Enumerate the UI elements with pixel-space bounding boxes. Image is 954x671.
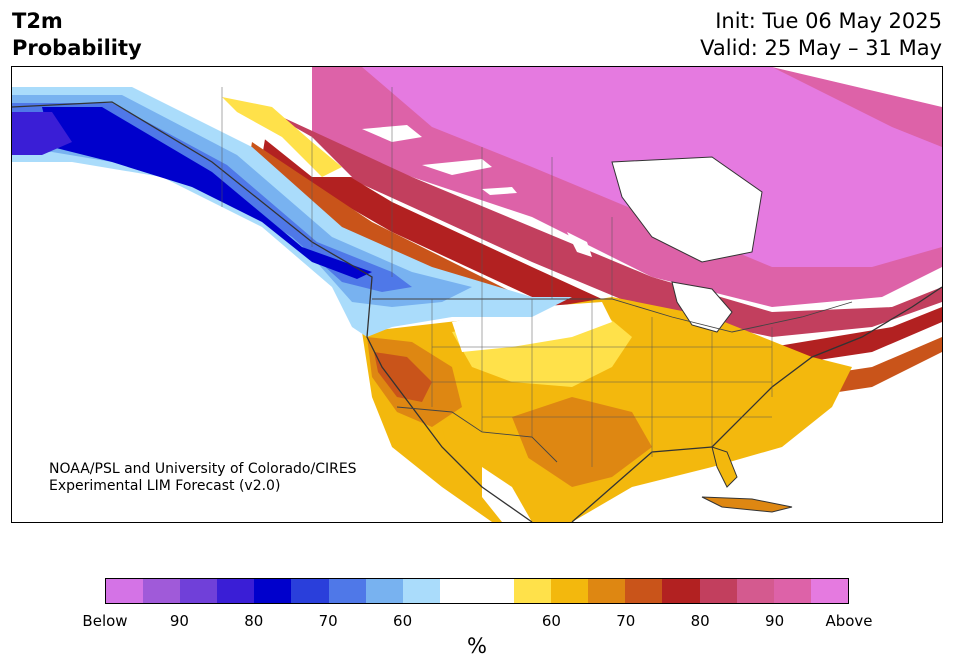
colorbar-tick-label: 70 <box>318 612 338 630</box>
region-southwest-dark <box>374 352 432 402</box>
colorbar-swatch <box>402 579 440 603</box>
region-alaska-purple <box>12 112 72 155</box>
title-type: Probability <box>12 36 142 60</box>
region-mexico-white <box>482 467 532 522</box>
colorbar-swatch <box>143 579 181 603</box>
lake-winnipeg <box>567 232 592 257</box>
colorbar-swatch <box>551 579 589 603</box>
credit-line-1: NOAA/PSL and University of Colorado/CIRE… <box>49 461 357 477</box>
great-slave-lake <box>422 159 492 175</box>
credit-line-2: Experimental LIM Forecast (v2.0) <box>49 478 281 494</box>
colorbar-tick-label: Above <box>825 612 873 630</box>
colorbar-swatch <box>291 579 329 603</box>
colorbar-swatch <box>106 579 144 603</box>
hudson-bay <box>611 156 763 263</box>
colorbar-swatch <box>736 579 774 603</box>
colorbar-swatch <box>476 579 515 603</box>
cuba <box>701 496 793 513</box>
region-us-orange <box>512 397 652 487</box>
colorbar-swatch <box>514 579 552 603</box>
colorbar-tick-label: 60 <box>393 612 413 630</box>
colorbar <box>105 578 849 604</box>
us-canada-border <box>372 298 853 333</box>
forecast-dates: Init: Tue 06 May 2025 Valid: 25 May – 31… <box>700 8 942 62</box>
lake-athabasca <box>482 187 517 195</box>
colorbar-tick-label: 90 <box>765 612 785 630</box>
state-lines <box>431 299 773 467</box>
colorbar-tick-label: 80 <box>690 612 710 630</box>
colorbar-swatch <box>662 579 700 603</box>
region-mexico <box>442 427 572 522</box>
valid-range: Valid: 25 May – 31 May <box>700 36 942 60</box>
colorbar-swatch <box>180 579 218 603</box>
colorbar-ticks: Below 90 80 70 60 60 70 80 90 Above <box>0 612 954 632</box>
colorbar-tick-label: 80 <box>244 612 264 630</box>
probability-map <box>11 66 943 523</box>
colorbar-tick-label: 90 <box>169 612 189 630</box>
colorbar-swatch <box>588 579 626 603</box>
colorbar-swatch <box>365 579 403 603</box>
map-canvas <box>12 67 942 522</box>
colorbar-tick-label: 60 <box>541 612 561 630</box>
province-lines <box>221 87 613 299</box>
colorbar-swatch <box>439 579 477 603</box>
init-date: Init: Tue 06 May 2025 <box>715 9 942 33</box>
map-title: T2m Probability <box>12 8 142 62</box>
region-alaska-deep <box>42 107 372 279</box>
colorbar-swatch <box>810 579 848 603</box>
colorbar-unit: % <box>467 634 487 658</box>
credit-text: NOAA/PSL and University of Colorado/CIRE… <box>49 461 357 495</box>
colorbar-swatch <box>254 579 292 603</box>
colorbar-swatch <box>699 579 737 603</box>
colorbar-tick-label: 70 <box>616 612 636 630</box>
florida <box>711 446 738 488</box>
colorbar-swatch <box>328 579 366 603</box>
colorbar-swatch <box>773 579 811 603</box>
colorbar-tick-label: Below <box>82 612 128 630</box>
great-lakes <box>671 281 733 333</box>
colorbar-swatch <box>217 579 255 603</box>
colorbar-swatch <box>625 579 663 603</box>
title-variable: T2m <box>12 9 63 33</box>
